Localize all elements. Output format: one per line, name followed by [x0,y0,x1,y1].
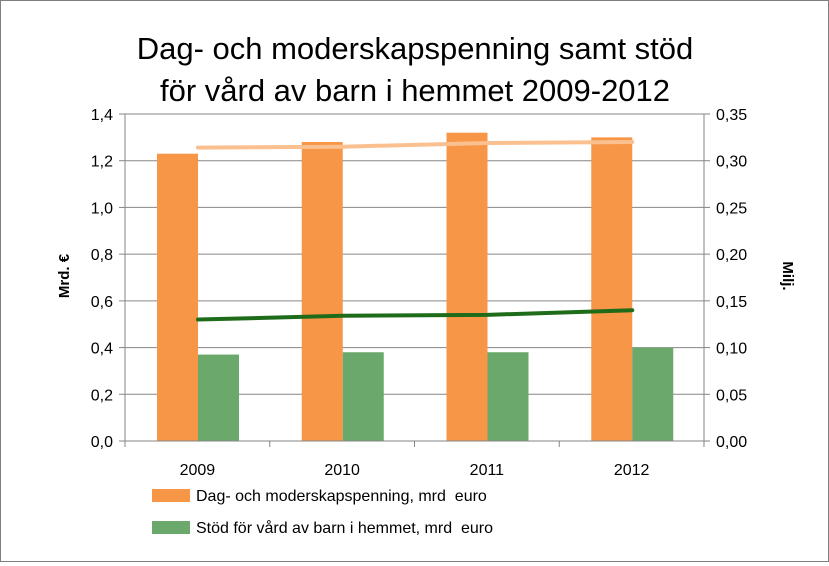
right-tick-label: 0,05 [716,387,747,404]
line-series-1 [196,308,635,322]
right-tick-label: 0,15 [716,294,747,311]
right-tick-label: 0,10 [716,341,747,358]
bar-dagpenning-2011 [446,132,488,441]
x-tick-label-2012: 2012 [614,462,650,479]
left-tick-label: 0,6 [91,294,113,311]
left-tick-label: 0,4 [91,341,113,358]
line-series-0 [196,140,635,150]
bar-vardstod-2010 [342,352,384,441]
left-tick-label: 0,2 [91,387,113,404]
right-tick-label: 0,20 [716,247,747,264]
axes [119,113,710,447]
right-axis-ticks: 0,00 0,05 0,10 0,15 0,20 0,25 0,30 0,35 [716,107,747,451]
right-tick-label: 0,35 [716,107,747,124]
chart-title-line-1: Dag- och moderskapspenning samt stöd [137,31,694,66]
x-tick-label-2011: 2011 [470,462,505,479]
left-tick-label: 1,2 [91,154,113,171]
bar-vardstod-2011 [487,352,529,441]
legend-label-1: Stöd för vård av barn i hemmet, mrd euro [196,519,493,537]
right-axis-label: Milj. [779,261,796,290]
right-tick-label: 0,30 [716,154,747,171]
x-tick-label-2009: 2009 [180,462,216,479]
x-axis-ticks: 2009 2010 2011 2012 [180,462,650,479]
left-tick-label: 0,0 [91,434,113,451]
legend-swatch-orange [152,489,190,502]
legend: Dag- och moderskapspenning, mrd euro Stö… [152,488,493,537]
left-axis-label: Mrd. € [56,253,73,298]
bar-dagpenning-2010 [301,142,343,441]
legend-label-0: Dag- och moderskapspenning, mrd euro [196,488,487,505]
left-tick-label: 0,8 [91,247,113,264]
bar-dagpenning-2009 [157,153,198,441]
left-tick-label: 1,4 [91,107,113,124]
bar-dagpenning-2012 [591,137,633,441]
x-tick-label-2010: 2010 [324,462,360,479]
bars [157,132,674,441]
right-tick-label: 0,00 [716,434,747,451]
legend-swatch-green [152,521,190,534]
chart-title-line-2: för vård av barn i hemmet 2009-2012 [160,73,670,108]
left-tick-label: 1,0 [91,200,113,217]
left-axis-ticks: 0,0 0,2 0,4 0,6 0,8 1,0 1,2 1,4 [91,107,113,451]
right-tick-label: 0,25 [716,200,747,217]
bar-vardstod-2012 [632,347,674,441]
bar-vardstod-2009 [198,354,239,441]
series-lines [196,140,635,322]
